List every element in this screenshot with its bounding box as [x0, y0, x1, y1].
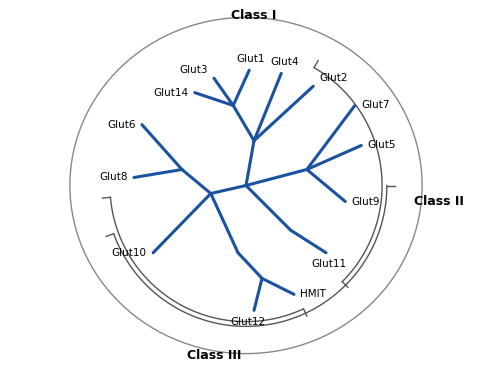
Text: Glut5: Glut5: [368, 141, 396, 151]
Text: Glut12: Glut12: [230, 317, 265, 327]
Text: Glut4: Glut4: [270, 57, 299, 67]
Text: Glut8: Glut8: [99, 173, 127, 183]
Text: Class II: Class II: [414, 195, 464, 208]
Text: Class III: Class III: [187, 349, 241, 362]
Text: Glut1: Glut1: [237, 54, 265, 64]
Text: Glut11: Glut11: [312, 259, 347, 269]
Text: Glut6: Glut6: [107, 120, 135, 129]
Text: Glut2: Glut2: [320, 73, 348, 83]
Text: Glut9: Glut9: [352, 197, 380, 207]
Text: Class I: Class I: [231, 9, 277, 22]
Text: Glut7: Glut7: [361, 101, 390, 111]
Text: HMIT: HMIT: [301, 289, 326, 299]
Text: Glut3: Glut3: [179, 65, 208, 75]
Text: Glut10: Glut10: [112, 248, 147, 258]
Text: Glut14: Glut14: [153, 88, 188, 98]
